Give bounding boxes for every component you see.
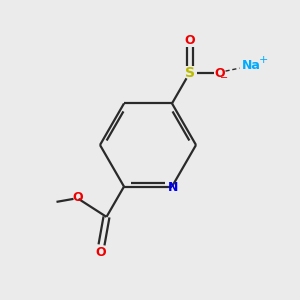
Text: S: S bbox=[184, 66, 194, 80]
Text: O: O bbox=[214, 67, 225, 80]
Text: N: N bbox=[168, 181, 178, 194]
Text: Na: Na bbox=[242, 58, 261, 72]
Text: −: − bbox=[220, 73, 229, 83]
Text: O: O bbox=[184, 34, 195, 46]
Text: +: + bbox=[259, 55, 268, 65]
Text: O: O bbox=[72, 191, 83, 204]
Text: O: O bbox=[95, 246, 106, 260]
